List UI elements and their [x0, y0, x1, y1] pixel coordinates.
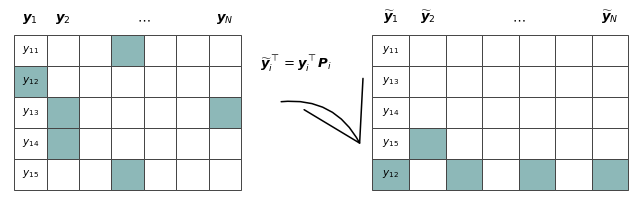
Bar: [177, 159, 209, 190]
Text: $\widetilde{\boldsymbol{y}}_i^\top = \boldsymbol{y}_i^\top \boldsymbol{P}_i$: $\widetilde{\boldsymbol{y}}_i^\top = \bo…: [260, 54, 332, 74]
Text: $\widetilde{\boldsymbol{y}}_2$: $\widetilde{\boldsymbol{y}}_2$: [419, 9, 435, 26]
Bar: [111, 128, 144, 159]
Bar: [409, 128, 445, 159]
Bar: [482, 159, 519, 190]
Bar: [556, 128, 592, 159]
Bar: [372, 97, 409, 128]
Bar: [47, 35, 79, 66]
Bar: [372, 66, 409, 97]
Text: $y_{13}$: $y_{13}$: [382, 75, 399, 87]
Bar: [445, 97, 482, 128]
Text: $y_{14}$: $y_{14}$: [22, 137, 39, 149]
Bar: [482, 97, 519, 128]
Bar: [47, 159, 79, 190]
Bar: [519, 35, 556, 66]
Bar: [409, 97, 445, 128]
Bar: [177, 97, 209, 128]
Bar: [144, 35, 177, 66]
Bar: [372, 35, 409, 66]
Text: $\cdots$: $\cdots$: [137, 13, 151, 26]
Text: $y_{15}$: $y_{15}$: [22, 168, 39, 180]
Bar: [111, 159, 144, 190]
Text: $\widetilde{\boldsymbol{y}}_N$: $\widetilde{\boldsymbol{y}}_N$: [602, 9, 619, 26]
FancyArrowPatch shape: [281, 78, 363, 143]
Bar: [79, 66, 111, 97]
Bar: [592, 35, 628, 66]
Bar: [209, 35, 241, 66]
Bar: [144, 97, 177, 128]
Bar: [111, 35, 144, 66]
Bar: [14, 66, 47, 97]
Bar: [111, 97, 144, 128]
Bar: [556, 35, 592, 66]
Bar: [177, 35, 209, 66]
Bar: [592, 97, 628, 128]
Bar: [409, 66, 445, 97]
Bar: [592, 159, 628, 190]
Bar: [209, 128, 241, 159]
Bar: [14, 97, 47, 128]
Bar: [79, 159, 111, 190]
Bar: [409, 35, 445, 66]
Text: $y_{11}$: $y_{11}$: [382, 44, 399, 56]
Bar: [79, 128, 111, 159]
Bar: [47, 128, 79, 159]
Text: $y_{14}$: $y_{14}$: [382, 106, 399, 118]
Text: $\boldsymbol{y}_2$: $\boldsymbol{y}_2$: [55, 12, 70, 26]
Bar: [482, 35, 519, 66]
Bar: [482, 66, 519, 97]
Text: $y_{11}$: $y_{11}$: [22, 44, 39, 56]
Text: $y_{12}$: $y_{12}$: [382, 168, 399, 180]
Bar: [144, 128, 177, 159]
Bar: [445, 66, 482, 97]
Bar: [14, 128, 47, 159]
Bar: [111, 66, 144, 97]
Bar: [556, 159, 592, 190]
Text: $y_{12}$: $y_{12}$: [22, 75, 39, 87]
Bar: [372, 159, 409, 190]
Bar: [445, 159, 482, 190]
Bar: [556, 66, 592, 97]
Bar: [482, 128, 519, 159]
Bar: [592, 128, 628, 159]
Bar: [47, 97, 79, 128]
Bar: [144, 159, 177, 190]
Text: $\boldsymbol{y}_N$: $\boldsymbol{y}_N$: [216, 12, 234, 26]
Bar: [556, 97, 592, 128]
Bar: [519, 128, 556, 159]
Bar: [519, 66, 556, 97]
Bar: [519, 97, 556, 128]
Bar: [209, 66, 241, 97]
Bar: [409, 159, 445, 190]
Text: $y_{15}$: $y_{15}$: [382, 137, 399, 149]
Bar: [14, 159, 47, 190]
Bar: [79, 35, 111, 66]
Text: $\cdots$: $\cdots$: [512, 13, 525, 26]
Bar: [519, 159, 556, 190]
Bar: [372, 128, 409, 159]
Bar: [79, 97, 111, 128]
Bar: [209, 159, 241, 190]
Bar: [177, 128, 209, 159]
Bar: [445, 35, 482, 66]
Bar: [144, 66, 177, 97]
Bar: [445, 128, 482, 159]
Bar: [592, 66, 628, 97]
Text: $\boldsymbol{y}_1$: $\boldsymbol{y}_1$: [22, 12, 38, 26]
Bar: [47, 66, 79, 97]
Bar: [209, 97, 241, 128]
Bar: [14, 35, 47, 66]
Text: $y_{13}$: $y_{13}$: [22, 106, 39, 118]
Bar: [177, 66, 209, 97]
Text: $\widetilde{\boldsymbol{y}}_1$: $\widetilde{\boldsymbol{y}}_1$: [383, 9, 399, 26]
